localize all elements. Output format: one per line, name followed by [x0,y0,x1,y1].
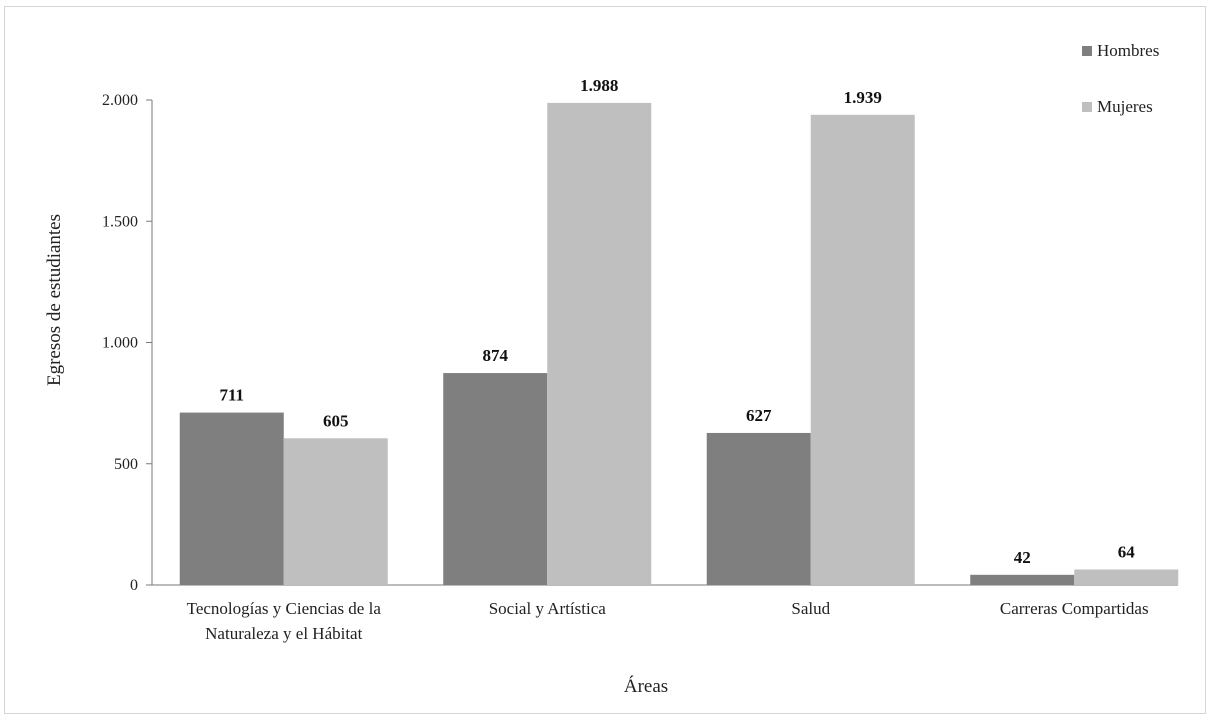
data-label: 64 [1118,542,1136,561]
category-labels: Tecnologías y Ciencias de la Naturaleza y… [187,599,1149,643]
legend-label: Mujeres [1097,97,1153,116]
bars [179,102,1179,585]
category-label: Carreras Compartidas [1000,599,1149,618]
category-label: Naturaleza y el Hábitat [205,624,362,643]
y-ticks: 0 500 1.000 1.500 2.000 [102,92,152,594]
y-tick-label: 2.000 [102,92,138,109]
bar-mujeres [1074,569,1179,585]
data-label: 627 [746,406,772,425]
bar-hombres [970,574,1075,585]
bar-mujeres [283,438,388,585]
y-tick-label: 1.500 [102,213,138,230]
category-label: Salud [791,599,830,618]
legend-swatch [1082,46,1092,56]
bar-hombres [443,373,548,585]
x-axis-title: Áreas [624,675,668,697]
category-label: Social y Artística [489,599,607,618]
data-label: 711 [219,386,244,405]
y-axis-title: Egresos de estudiantes [44,214,65,386]
bar-hombres [179,412,284,585]
bar-mujeres [810,114,915,585]
data-label: 1.939 [844,88,882,107]
y-tick-label: 1.000 [102,335,138,352]
y-tick-label: 0 [130,577,138,594]
data-labels: 711 605 874 1.988 627 1.939 42 64 [219,76,1135,567]
category-label: Tecnologías y Ciencias de la [187,599,382,618]
data-label: 42 [1014,548,1031,567]
legend: Hombres Mujeres [1082,41,1159,116]
legend-swatch [1082,102,1092,112]
bar-hombres [706,432,811,585]
legend-label: Hombres [1097,41,1159,60]
data-label: 1.988 [580,76,618,95]
y-tick-label: 500 [114,456,138,473]
data-label: 605 [323,411,349,430]
bar-mujeres [547,102,652,585]
data-label: 874 [483,346,509,365]
